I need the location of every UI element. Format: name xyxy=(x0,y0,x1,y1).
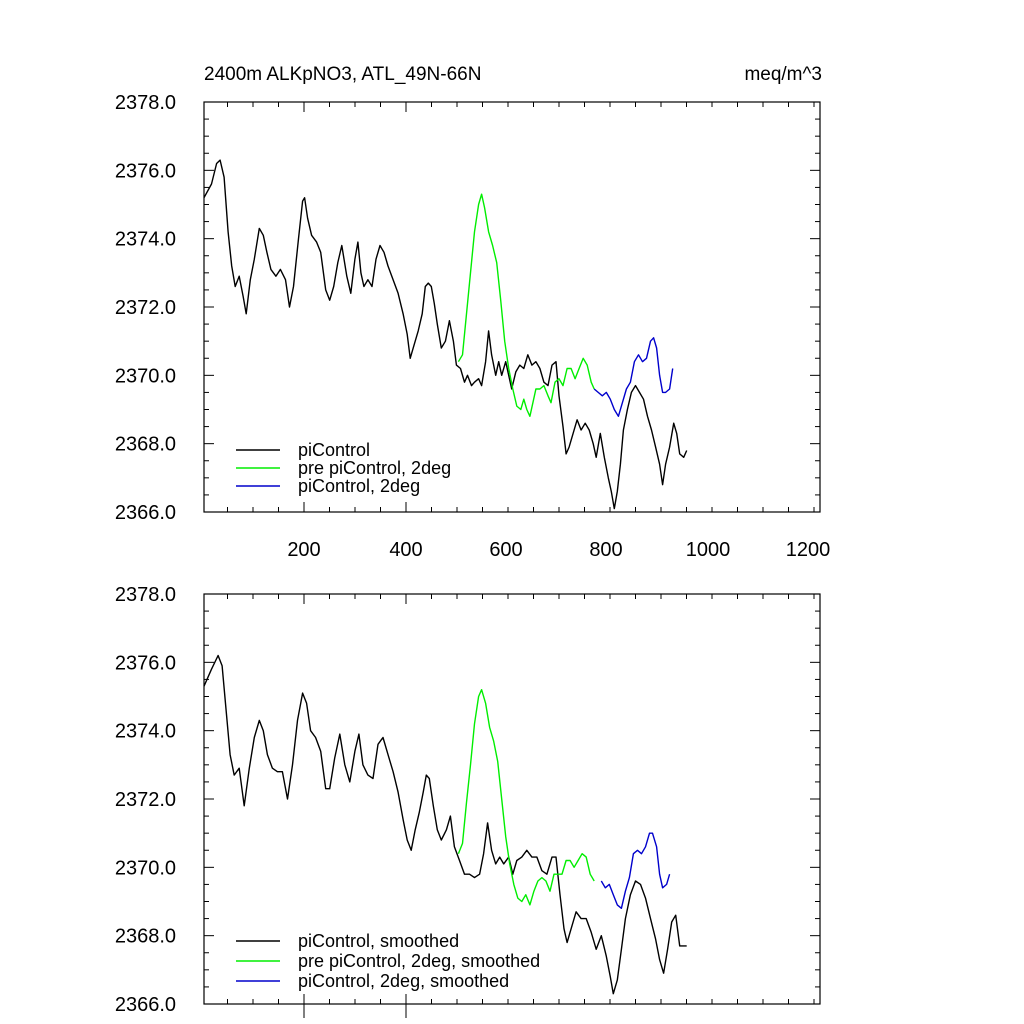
y-tick-label: 2378.0 xyxy=(115,584,176,606)
y-tick-label: 2374.0 xyxy=(115,721,176,743)
x-tick-label: 200 xyxy=(287,539,320,561)
series-line-1 xyxy=(457,689,595,906)
legend-label: pre piControl, 2deg, smoothed xyxy=(298,951,540,971)
x-tick-label: 800 xyxy=(589,539,622,561)
chart-title: 2400m ALKpNO3, ATL_49N-66N xyxy=(204,64,481,85)
top-panel: 2366.0 2368.0 2370.0 2372.0 2374.0 2376.0 2378… xyxy=(115,92,830,561)
bottom-panel: 2366.0 2368.0 2370.0 2372.0 2374.0 2376.0 2378… xyxy=(115,584,821,1018)
x-tick-label: 600 xyxy=(489,539,522,561)
y-tick-label: 2372.0 xyxy=(115,297,176,319)
plot-frame xyxy=(203,101,821,513)
legend-label: piControl, smoothed xyxy=(298,931,459,951)
series-line-1 xyxy=(457,193,595,417)
legend-label: pre piControl, 2deg xyxy=(298,458,451,478)
units-label: meq/m^3 xyxy=(744,64,822,85)
y-tick-label: 2368.0 xyxy=(115,926,176,948)
y-tick-label: 2366.0 xyxy=(115,502,176,524)
y-tick-label: 2376.0 xyxy=(115,160,176,182)
y-tick-label: 2366.0 xyxy=(115,994,176,1016)
y-tick-label: 2370.0 xyxy=(115,365,176,387)
plot-frame xyxy=(203,593,821,1005)
legend-label: piControl, 2deg xyxy=(298,476,420,496)
series-line-0 xyxy=(203,159,688,510)
series-line-2 xyxy=(593,337,674,417)
y-tick-label: 2374.0 xyxy=(115,229,176,251)
y-tick-label: 2372.0 xyxy=(115,789,176,811)
series-line-0 xyxy=(203,654,687,995)
legend-label: piControl xyxy=(298,440,370,460)
y-tick-label: 2378.0 xyxy=(115,92,176,114)
legend-label: piControl, 2deg, smoothed xyxy=(298,971,509,991)
series-line-2 xyxy=(600,832,671,909)
x-tick-label: 1200 xyxy=(786,539,831,561)
y-tick-label: 2376.0 xyxy=(115,652,176,674)
y-tick-label: 2370.0 xyxy=(115,857,176,879)
y-tick-label: 2368.0 xyxy=(115,434,176,456)
x-tick-label: 1000 xyxy=(686,539,731,561)
x-tick-label: 400 xyxy=(389,539,422,561)
